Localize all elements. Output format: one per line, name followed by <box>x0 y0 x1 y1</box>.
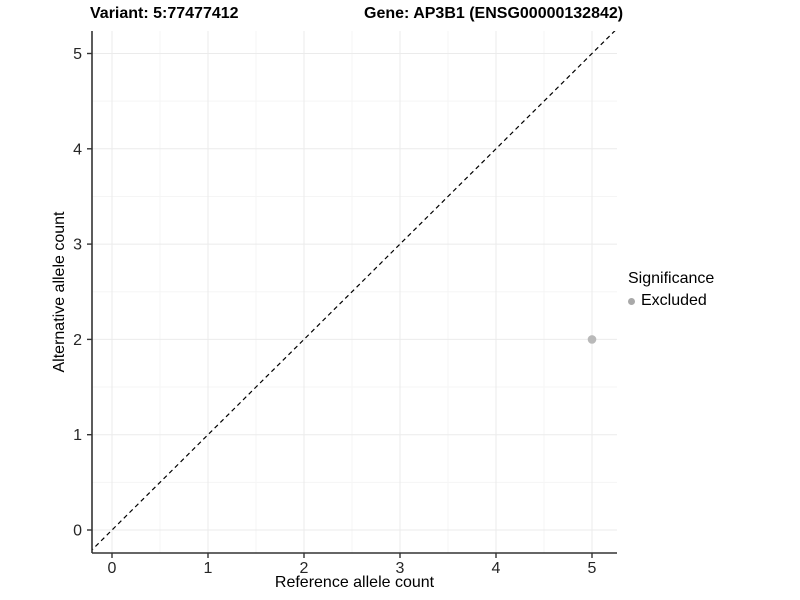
legend-entry-excluded: Excluded <box>628 292 714 310</box>
y-tick-label: 2 <box>73 332 82 349</box>
legend-title: Significance <box>628 270 715 287</box>
y-tick-label: 4 <box>73 141 82 158</box>
data-point <box>587 335 597 344</box>
variant-title: Variant: 5:77477412 <box>90 5 239 22</box>
y-axis-title: Alternative allele count <box>51 211 68 373</box>
x-tick-label: 5 <box>588 560 597 577</box>
x-axis-title: Reference allele count <box>274 574 435 591</box>
y-tick-label: 3 <box>73 237 82 254</box>
x-tick-label: 2 <box>300 560 309 577</box>
x-tick-label: 1 <box>204 560 213 577</box>
y-tick-label: 1 <box>73 427 82 444</box>
legend-key-dot-icon <box>628 297 635 305</box>
gene-title: Gene: AP3B1 (ENSG00000132842) <box>364 5 624 22</box>
legend-entry-label: Excluded <box>641 292 707 309</box>
x-tick-label: 4 <box>492 560 501 577</box>
x-tick-label: 3 <box>396 560 405 577</box>
identity-dashed-line <box>92 31 616 551</box>
y-tick-label: 5 <box>73 46 82 63</box>
y-tick-label: 0 <box>73 523 82 540</box>
legend: Significance Excluded <box>628 270 714 310</box>
x-tick-label: 0 <box>108 560 117 577</box>
